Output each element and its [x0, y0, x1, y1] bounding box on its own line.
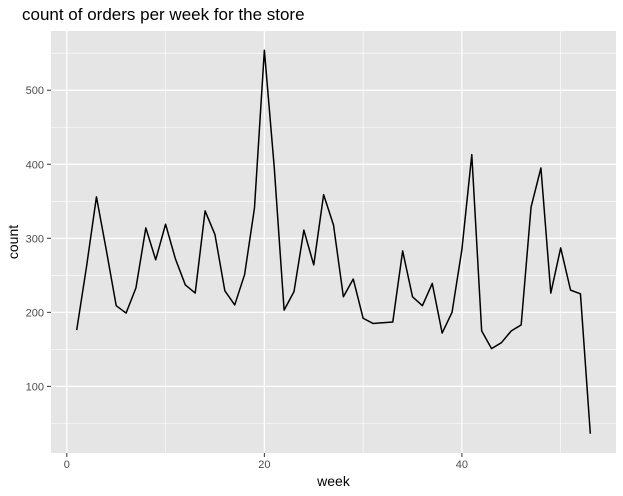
- y-tick-label: 500: [26, 85, 44, 97]
- y-tick-label: 200: [26, 307, 44, 319]
- y-tick-label: 400: [26, 159, 44, 171]
- y-tick-label: 100: [26, 381, 44, 393]
- y-tick-label: 300: [26, 233, 44, 245]
- x-axis-title: week: [316, 473, 351, 489]
- axis-ticks: [47, 89, 463, 457]
- series-line: [75, 49, 592, 434]
- chart-title: count of orders per week for the store: [22, 5, 305, 24]
- x-tick-label: 40: [456, 459, 468, 471]
- minor-gridlines: [51, 31, 616, 453]
- plot-panel: [51, 31, 616, 453]
- x-tick-label: 0: [64, 459, 70, 471]
- x-tick-label: 20: [258, 459, 270, 471]
- y-axis-title: count: [5, 225, 21, 259]
- tick-labels: 0 20 40 100 200 300 400 500: [26, 85, 468, 471]
